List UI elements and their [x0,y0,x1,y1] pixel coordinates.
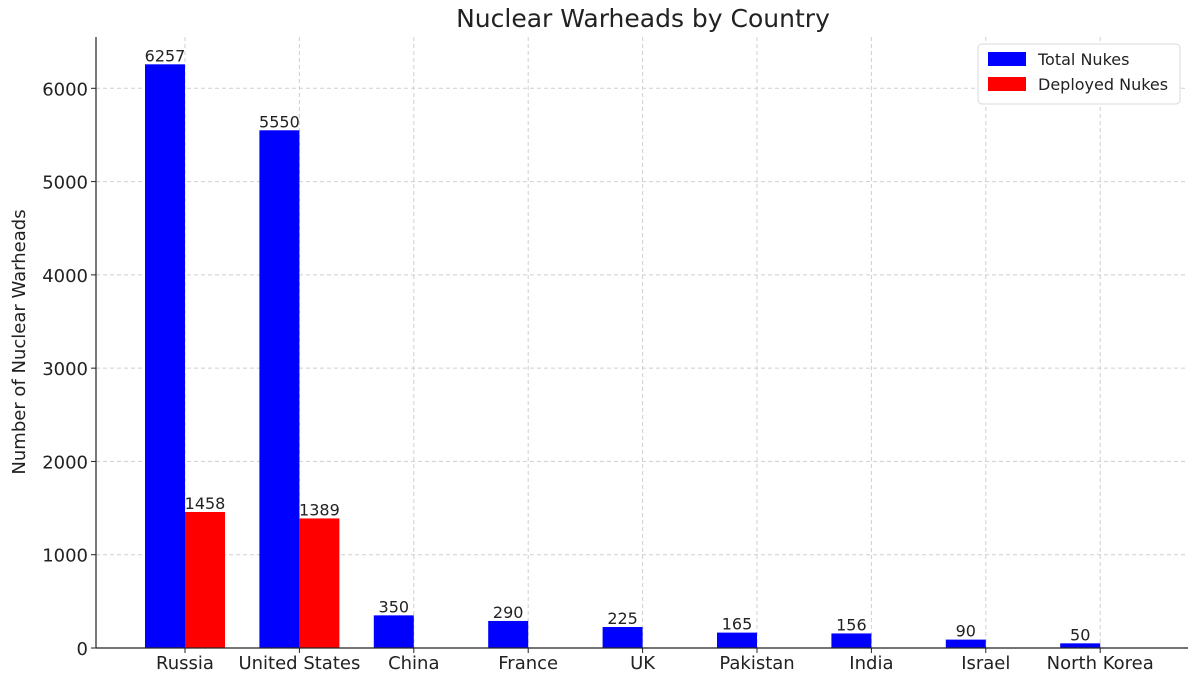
bar-value-label: 350 [379,597,410,616]
bar [831,633,872,648]
y-tick-label: 4000 [42,266,88,287]
bar [259,130,300,648]
bar [717,632,757,648]
y-tick-label: 3000 [42,359,88,380]
bar-value-label: 290 [493,603,524,622]
bar [945,639,986,648]
bar-value-label: 6257 [145,46,186,65]
x-tick-labels: Russia United States China France UK Pakistan… [156,653,1154,674]
bar [145,64,185,648]
y-tick-labels: 0 1000 2000 3000 4000 5000 6000 [42,79,88,660]
x-tick-label: North Korea [1047,653,1154,674]
bar [1060,643,1101,648]
legend-swatch [988,77,1026,91]
y-tick-label: 5000 [42,173,88,194]
bar-value-label: 156 [836,615,867,634]
y-axis-label: Number of Nuclear Warheads [9,209,30,474]
y-tick-label: 0 [77,639,88,660]
x-tick-label: United States [238,653,360,674]
bar-value-label: 5550 [259,112,300,131]
legend: Total Nukes Deployed Nukes [977,43,1181,105]
bar-value-label: 1458 [185,494,226,513]
x-tick-label: Russia [156,653,214,674]
bar [602,627,643,648]
x-tick-label: Israel [961,653,1010,674]
axes-group [91,37,1188,653]
chart-title: Nuclear Warheads by Country [456,4,830,33]
bar [373,615,414,648]
bar-value-label: 50 [1070,625,1090,644]
y-tick-label: 6000 [42,79,88,100]
x-tick-label: India [849,653,893,674]
x-tick-label: China [388,653,439,674]
legend-box [977,43,1181,105]
bar-value-label: 1389 [299,500,340,519]
bar [488,620,529,648]
bar-value-label: 90 [956,622,976,641]
x-tick-label: UK [630,653,656,674]
bars-group [145,64,1101,648]
x-tick-label: Pakistan [719,653,794,674]
y-tick-label: 1000 [42,546,88,567]
legend-swatch [988,52,1026,66]
legend-label: Total Nukes [1037,50,1129,69]
bar-labels-group: 6257 5550 350 290 225 165 156 90 50 1458 1389 [145,46,1091,644]
x-tick-label: France [498,653,558,674]
y-tick-label: 2000 [42,452,88,473]
bar [185,511,225,648]
bar-value-label: 225 [607,609,638,628]
bar [299,518,340,648]
bar-value-label: 165 [722,615,753,634]
legend-label: Deployed Nukes [1038,75,1168,94]
